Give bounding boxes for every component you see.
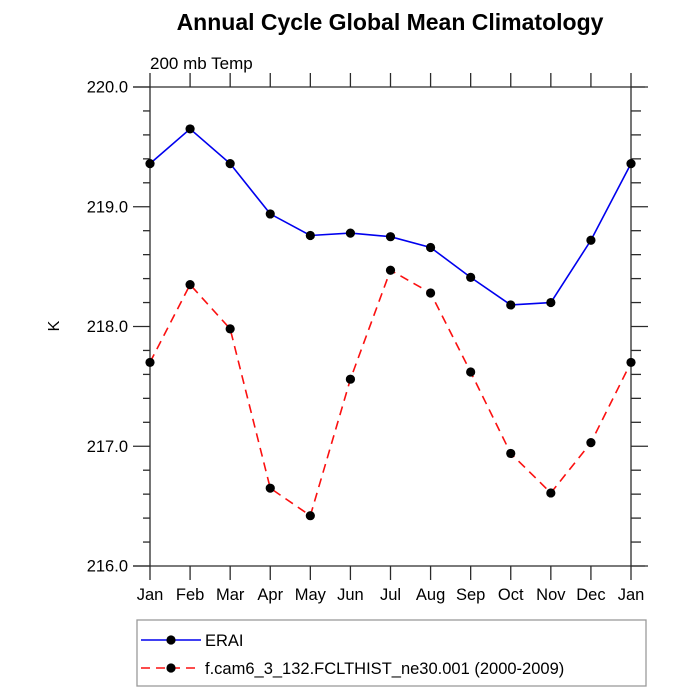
data-point-marker xyxy=(385,232,396,242)
y-tick-label: 220.0 xyxy=(87,79,128,97)
data-point-marker xyxy=(345,228,356,238)
y-tick-label: 218.0 xyxy=(87,318,128,336)
legend-label-erai: ERAI xyxy=(205,632,244,650)
month-label: Jan xyxy=(618,586,645,604)
data-point-marker xyxy=(225,159,235,169)
data-point-marker xyxy=(466,272,476,283)
y-tick-label: 216.0 xyxy=(87,558,128,576)
data-point-marker xyxy=(185,279,195,290)
data-point-marker xyxy=(626,159,636,169)
data-point-marker xyxy=(145,159,155,169)
data-point-marker xyxy=(506,300,516,310)
data-point-marker xyxy=(145,357,155,368)
legend-label-cam: f.cam6_3_132.FCLTHIST_ne30.001 (2000-200… xyxy=(205,660,564,678)
data-point-marker xyxy=(546,488,556,498)
month-label: Aug xyxy=(416,586,445,604)
data-point-marker xyxy=(225,324,235,334)
month-label: May xyxy=(295,586,327,604)
data-point-marker xyxy=(265,483,275,493)
month-label: Mar xyxy=(216,586,245,604)
month-label: Jun xyxy=(337,586,364,604)
y-tick-label: 219.0 xyxy=(87,198,128,216)
legend-marker-dot xyxy=(166,635,176,645)
month-label: Sep xyxy=(456,586,485,604)
legend-entry-cam: f.cam6_3_132.FCLTHIST_ne30.001 (2000-200… xyxy=(141,660,564,678)
series-line xyxy=(149,127,632,306)
month-label: Feb xyxy=(176,586,204,604)
data-point-marker xyxy=(385,265,396,275)
series-line xyxy=(149,269,632,517)
y-axis-label: K xyxy=(46,320,63,331)
data-point-marker xyxy=(586,438,596,448)
data-point-marker xyxy=(305,230,315,241)
month-label: Apr xyxy=(257,586,283,604)
data-point-marker xyxy=(506,448,516,459)
month-label: Jul xyxy=(380,586,401,604)
data-point-marker xyxy=(345,374,356,384)
y-tick-label: 217.0 xyxy=(87,438,128,456)
data-point-marker xyxy=(425,242,436,253)
month-label: Nov xyxy=(536,586,566,604)
data-point-marker xyxy=(466,367,476,377)
data-point-marker xyxy=(305,511,315,521)
chart-title: Annual Cycle Global Mean Climatology xyxy=(177,9,604,35)
month-label: Oct xyxy=(498,586,524,604)
data-point-marker xyxy=(265,209,275,219)
month-label: Dec xyxy=(576,586,605,604)
data-point-marker xyxy=(626,357,636,368)
legend-box xyxy=(136,619,647,687)
data-point-marker xyxy=(185,124,195,134)
data-point-marker xyxy=(425,288,436,298)
legend-entry-erai: ERAI xyxy=(141,632,244,650)
legend-marker-dot xyxy=(166,663,176,673)
month-label: Jan xyxy=(137,586,164,604)
legend: ERAI f.cam6_3_132.FCLTHIST_ne30.001 (200… xyxy=(136,619,647,687)
chart-subtitle: 200 mb Temp xyxy=(150,54,253,73)
data-point-marker xyxy=(546,297,556,308)
plot-area: Jan Feb Mar Apr May Jun Jul Aug Sep Oct Nov Dec Jan 2… xyxy=(87,73,648,604)
data-point-marker xyxy=(586,235,596,245)
